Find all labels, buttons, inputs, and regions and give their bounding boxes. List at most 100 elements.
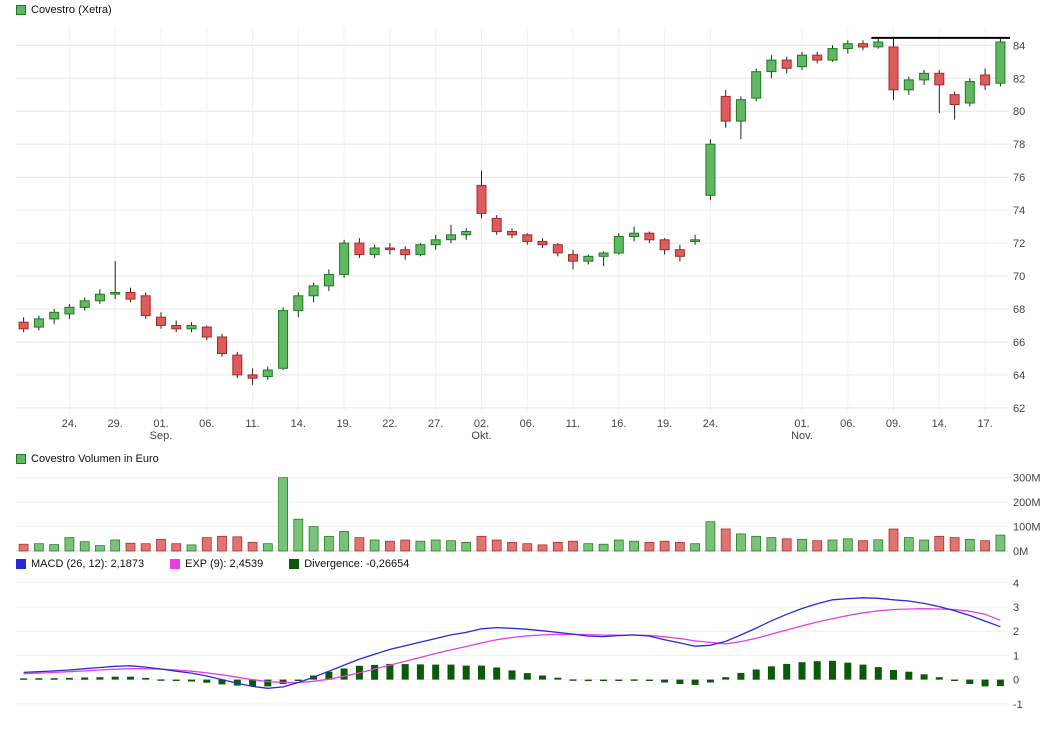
candle — [812, 54, 823, 61]
volume-bar — [583, 543, 594, 552]
volume-bar — [873, 539, 884, 552]
price-axis-label: 76 — [1013, 172, 1025, 184]
date-axis-label: 22. — [382, 418, 397, 430]
volume-bar — [598, 543, 609, 552]
divergence-bar — [249, 679, 257, 687]
candle — [797, 54, 807, 68]
volume-bar — [156, 538, 166, 552]
volume-bar — [430, 539, 441, 552]
divergence-bar — [218, 679, 226, 685]
price-axis-label: 70 — [1013, 271, 1025, 283]
divergence-bar — [478, 665, 485, 680]
candle — [33, 318, 44, 328]
volume-bar — [888, 528, 899, 552]
divergence-bar — [935, 677, 943, 680]
exp-legend-item: EXP (9): 2,4539 — [170, 558, 263, 570]
candle — [659, 239, 670, 251]
date-axis-label: 11. — [245, 418, 259, 430]
candle — [629, 232, 640, 237]
price-series-label: Covestro (Xetra) — [31, 4, 112, 16]
volume-bar — [613, 539, 624, 552]
candle — [766, 59, 777, 73]
divergence-bar — [172, 679, 180, 681]
divergence-bar — [493, 667, 501, 680]
divergence-bar — [996, 679, 1004, 687]
candle — [247, 374, 258, 379]
candle — [18, 321, 29, 330]
divergence-bar — [20, 678, 28, 680]
candle — [598, 252, 609, 257]
candle — [308, 285, 319, 297]
volume-bar — [537, 544, 548, 552]
candle — [125, 292, 136, 300]
candle — [491, 217, 502, 233]
candle — [323, 273, 334, 287]
volume-bar — [720, 528, 731, 552]
volume-bar — [64, 537, 75, 552]
macd-line-color-swatch — [16, 559, 26, 569]
divergence-bar — [737, 672, 745, 680]
candle — [842, 43, 853, 50]
candle — [949, 94, 960, 106]
volume-bar — [140, 543, 151, 552]
candle — [278, 310, 289, 369]
date-axis-label: 14. — [932, 418, 947, 430]
date-axis-label: 02. — [474, 418, 489, 430]
price-axis-label: 66 — [1013, 337, 1025, 349]
volume-bar — [964, 538, 975, 552]
candle — [217, 336, 227, 354]
volume-bar — [980, 540, 990, 552]
candle — [674, 249, 685, 257]
volume-bar — [507, 542, 517, 552]
volume-bar — [262, 543, 273, 552]
volume-bar — [369, 539, 380, 552]
volume-bar — [522, 543, 533, 552]
candle — [354, 242, 365, 256]
candle — [583, 255, 594, 262]
candle — [552, 244, 563, 254]
candle — [461, 231, 472, 236]
candle — [690, 239, 701, 242]
divergence-bar — [615, 679, 623, 681]
volume-bar — [385, 540, 395, 552]
volume-axis-label: 200M — [1013, 497, 1041, 509]
divergence-bar — [447, 664, 455, 680]
divergence-color-swatch — [289, 559, 300, 569]
divergence-bar — [767, 666, 775, 680]
candle — [919, 72, 930, 81]
volume-panel-legend: Covestro Volumen in Euro — [16, 453, 159, 465]
divergence-bar — [951, 679, 959, 681]
exp-signal-line — [23, 608, 1001, 684]
divergence-bar — [813, 661, 821, 680]
candle — [873, 41, 884, 48]
divergence-bar — [829, 660, 836, 680]
volume-bar — [415, 540, 426, 552]
volume-bar — [186, 544, 197, 552]
volume-series-label: Covestro Volumen in Euro — [31, 453, 159, 465]
divergence-bar — [798, 662, 806, 680]
divergence-bar — [691, 679, 699, 685]
volume-bar — [644, 542, 655, 552]
volume-bar — [705, 521, 716, 552]
exp-line-color-swatch — [170, 559, 181, 569]
volume-bar — [232, 536, 243, 552]
volume-axis-label: 100M — [1013, 522, 1041, 534]
volume-bar — [934, 535, 945, 552]
macd-panel-legend: MACD (26, 12): 2,1873 EXP (9): 2,4539 Di… — [16, 558, 435, 570]
macd-line — [23, 597, 1001, 689]
divergence-bar — [859, 664, 867, 680]
candle — [232, 354, 243, 376]
candle — [400, 249, 411, 256]
divergence-bar — [600, 679, 608, 682]
date-axis-label: 01. — [153, 418, 168, 430]
divergence-bar — [890, 670, 897, 680]
divergence-bar — [264, 679, 272, 687]
price-axis-label: 78 — [1013, 139, 1025, 151]
volume-bar — [125, 542, 136, 552]
date-axis-label: 29. — [108, 418, 123, 430]
volume-bar — [217, 535, 227, 552]
date-axis-month-label: Nov. — [791, 430, 813, 442]
volume-bar — [247, 542, 258, 552]
macd-axis-label: 3 — [1013, 602, 1019, 614]
